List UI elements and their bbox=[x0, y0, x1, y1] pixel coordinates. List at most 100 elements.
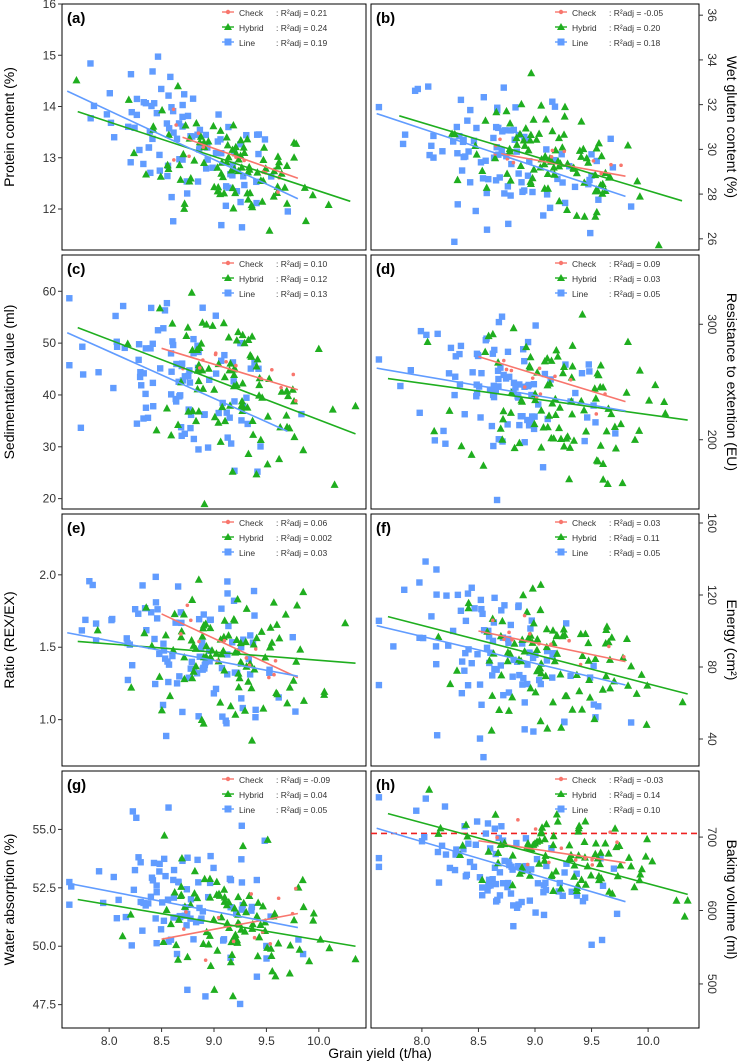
panel-a-line-point bbox=[179, 156, 186, 163]
panel-g-hybrid-point bbox=[254, 898, 263, 906]
panel-d-hybrid-point bbox=[509, 323, 518, 332]
panel-g-hybrid-point bbox=[204, 940, 213, 948]
panel-d-hybrid-point bbox=[515, 438, 524, 447]
panel-c-check-point bbox=[213, 352, 218, 357]
panel-e-line-point bbox=[174, 583, 182, 590]
panel-g-line-point bbox=[135, 854, 142, 861]
panel-b-hybrid-point bbox=[579, 144, 588, 153]
panel-d-hybrid-point bbox=[522, 342, 531, 351]
panel-h-line-point bbox=[462, 873, 470, 880]
panel-c-check-point bbox=[198, 366, 202, 370]
panel-a-legend-r2-hybrid: : R²adj = 0.24 bbox=[276, 23, 328, 33]
panel-f-line-point bbox=[471, 605, 478, 612]
panel-c-ytick-label-1: 30 bbox=[43, 440, 57, 454]
panel-d-check-point bbox=[537, 366, 542, 371]
panel-g-line-point bbox=[150, 859, 158, 867]
panel-g-ytick-label-3: 55.0 bbox=[33, 822, 57, 836]
panel-d-hybrid-point bbox=[568, 362, 577, 370]
panel-a-line-point bbox=[255, 150, 262, 158]
panel-e-fit-line-check bbox=[161, 613, 299, 679]
panel-b-check-point bbox=[511, 160, 516, 165]
panel-h-hybrid-point bbox=[683, 896, 692, 904]
panel-h-hybrid-point bbox=[594, 871, 603, 880]
panel-b-line-point bbox=[521, 133, 528, 141]
panel-c-ytick-label-2: 40 bbox=[43, 388, 57, 402]
panel-g-line-point bbox=[99, 899, 107, 907]
panel-b-line-point bbox=[496, 174, 503, 181]
panel-c-ytick-label-4: 60 bbox=[43, 284, 57, 298]
panel-b-frame bbox=[370, 3, 700, 251]
panel-b-hybrid-point bbox=[633, 176, 642, 185]
panel-f-hybrid-point bbox=[495, 705, 504, 714]
panel-c-line-point bbox=[206, 376, 213, 384]
panel-e-ytick-label-2: 2.0 bbox=[39, 568, 56, 582]
panel-h-line-point bbox=[465, 840, 472, 847]
panel-d-hybrid-point bbox=[537, 443, 546, 451]
panel-h-hybrid-point bbox=[552, 810, 561, 818]
panel-f-hybrid-point bbox=[642, 720, 651, 728]
panel-e-line-point bbox=[252, 714, 259, 721]
panel-e-check-point bbox=[188, 618, 193, 623]
panel-e-legend-key-check bbox=[225, 519, 231, 525]
panel-f-hybrid-point bbox=[533, 634, 542, 643]
panel-h-line-point bbox=[435, 879, 443, 886]
panel-b-line-point bbox=[457, 96, 465, 104]
panel-f-hybrid-point bbox=[602, 671, 611, 680]
panel-a-line-point bbox=[145, 144, 153, 151]
panel-e-line-point bbox=[196, 653, 203, 660]
panel-f-hybrid-point bbox=[434, 632, 443, 641]
panel-h-hybrid-point bbox=[648, 857, 657, 865]
panel-b-ytick-label-4: 34 bbox=[705, 53, 719, 67]
panel-e-hybrid-point bbox=[265, 643, 274, 651]
panel-c-hybrid-point bbox=[328, 405, 337, 413]
panel-h-hybrid-point bbox=[604, 849, 613, 857]
panel-e-line-point bbox=[109, 615, 116, 623]
panel-f-hybrid-point bbox=[627, 662, 636, 670]
panel-g-hybrid-point bbox=[183, 952, 192, 961]
panel-a-ytick-label-4: 16 bbox=[43, 0, 57, 11]
panel-c-ytick-label-3: 50 bbox=[43, 336, 57, 350]
panel-g-check-point bbox=[182, 927, 186, 931]
panel-b-line-point bbox=[470, 137, 478, 145]
panel-g-hybrid-point bbox=[239, 898, 248, 907]
panel-h-hybrid-point bbox=[574, 823, 583, 832]
panel-c-hybrid-point bbox=[230, 370, 239, 379]
panel-b-line-point bbox=[464, 117, 471, 124]
panel-f-line-point bbox=[595, 703, 602, 710]
panel-f-hybrid-point bbox=[506, 649, 515, 657]
panel-f-hybrid-point bbox=[548, 626, 557, 634]
panel-f-line-point bbox=[485, 633, 493, 640]
panel-b-hybrid-point bbox=[521, 124, 530, 132]
panel-a-line-point bbox=[147, 169, 154, 177]
panel-c-hybrid-point bbox=[174, 420, 183, 428]
panel-b-hybrid-point bbox=[577, 152, 586, 160]
panel-a-legend-key-hybrid bbox=[224, 23, 232, 30]
panel-g-hybrid-point bbox=[215, 891, 224, 899]
panel-h-legend-key-check bbox=[558, 776, 564, 782]
panel-f-line-point bbox=[458, 658, 466, 665]
panel-d-line-point bbox=[525, 381, 532, 389]
panel-b-ytick-label-1: 28 bbox=[705, 187, 719, 201]
panel-a-line-point bbox=[183, 178, 190, 185]
panel-d-check-point bbox=[509, 368, 514, 373]
panel-h-line-point bbox=[527, 866, 535, 873]
panel-g-hybrid-point bbox=[228, 991, 237, 1000]
panel-a-hybrid-point bbox=[261, 164, 270, 172]
panel-f-check-point bbox=[507, 630, 511, 635]
panel-b-hybrid-point bbox=[527, 68, 536, 77]
panel-a-fit-line-line bbox=[66, 90, 299, 200]
panel-h-ylabel: Baking volume (ml) bbox=[724, 840, 740, 960]
panel-c-fit-line-check bbox=[161, 347, 299, 391]
panel-f-check-point bbox=[567, 638, 571, 643]
panel-e-line-point bbox=[92, 637, 100, 644]
panel-f-ytick-label-0: 40 bbox=[705, 732, 719, 746]
panel-a-line-point bbox=[127, 159, 134, 166]
panel-a-fit-line-check bbox=[182, 136, 299, 180]
panel-f-line-point bbox=[490, 619, 498, 626]
panel-g-hybrid-point bbox=[126, 910, 135, 918]
panel-e-line-point bbox=[193, 670, 201, 677]
panel-f-line-point bbox=[474, 651, 481, 658]
panel-d-hybrid-point bbox=[545, 379, 554, 387]
panel-g-line-point bbox=[187, 896, 195, 903]
panel-c-line-point bbox=[212, 312, 219, 319]
